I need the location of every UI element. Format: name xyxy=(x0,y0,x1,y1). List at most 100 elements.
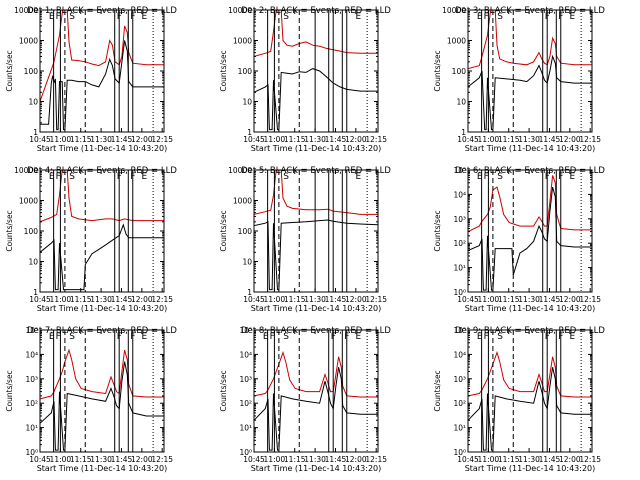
y-tick-label: 1 xyxy=(461,128,466,137)
series-events-line xyxy=(40,361,164,451)
y-tick-label: 10¹ xyxy=(453,264,466,273)
y-tick-label: 10⁴ xyxy=(453,350,466,359)
y-tick-label: 1000 xyxy=(447,37,466,46)
y-tick-label: 10 xyxy=(242,98,252,107)
segment-mark-label: E xyxy=(477,332,483,342)
x-axis-label: Start Time (11-Dec-14 10:43:20) xyxy=(465,304,596,313)
segment-mark-label: F xyxy=(484,172,489,182)
segment-mark-label: S xyxy=(283,172,289,182)
segment-mark-label: F xyxy=(558,12,563,22)
y-tick-label: 1000 xyxy=(19,197,38,206)
x-tick-label: 11:15 xyxy=(70,295,92,304)
y-axis-label: Counts/sec xyxy=(219,50,228,91)
x-tick-label: 11:00 xyxy=(50,295,72,304)
segment-mark-label: F xyxy=(117,332,122,342)
segment-mark-label: E xyxy=(570,172,576,182)
segment-mark-label: F xyxy=(545,172,550,182)
y-tick-label: 1 xyxy=(247,128,252,137)
y-tick-label: 10⁵ xyxy=(453,166,466,175)
y-axis-label: Counts/sec xyxy=(5,50,14,91)
y-axis-label: Counts/sec xyxy=(219,370,228,411)
series-lld-line xyxy=(40,348,164,400)
y-tick-label: 10¹ xyxy=(25,424,38,433)
y-tick-label: 10⁴ xyxy=(453,190,466,199)
segment-mark-label: E xyxy=(142,332,148,342)
x-tick-label: 10:45 xyxy=(457,295,479,304)
y-tick-label: 1000 xyxy=(233,37,252,46)
x-tick-label: 11:45 xyxy=(111,295,133,304)
y-tick-label: 1000 xyxy=(19,37,38,46)
x-tick-label: 12:00 xyxy=(559,455,581,464)
y-tick-label: 10² xyxy=(239,399,252,408)
x-tick-label: 11:00 xyxy=(478,455,500,464)
x-axis-label: Start Time (11-Dec-14 10:43:20) xyxy=(251,464,382,473)
y-tick-label: 1 xyxy=(33,288,38,297)
y-tick-label: 1 xyxy=(33,128,38,137)
x-tick-label: 11:45 xyxy=(539,295,561,304)
y-tick-label: 1 xyxy=(247,288,252,297)
y-axis-label: Counts/sec xyxy=(433,370,442,411)
y-tick-label: 10⁰ xyxy=(25,448,38,457)
segment-mark-label: E xyxy=(49,12,55,22)
x-tick-label: 12:15 xyxy=(365,135,387,144)
y-tick-label: 10 xyxy=(456,98,466,107)
x-tick-label: 11:00 xyxy=(264,135,286,144)
segment-mark-label: F xyxy=(484,332,489,342)
segment-mark-label: S xyxy=(497,12,503,22)
y-tick-label: 10¹ xyxy=(239,424,252,433)
x-tick-label: 11:15 xyxy=(70,135,92,144)
y-tick-label: 10² xyxy=(453,399,466,408)
y-tick-label: 10⁰ xyxy=(239,448,252,457)
y-tick-label: 10000 xyxy=(14,166,38,175)
series-lld-line xyxy=(468,350,592,398)
segment-mark-label: F xyxy=(130,172,135,182)
series-lld-line xyxy=(40,170,164,223)
y-tick-label: 10 xyxy=(28,98,38,107)
x-tick-label: 10:45 xyxy=(243,135,265,144)
x-tick-label: 12:00 xyxy=(345,295,367,304)
x-axis-label: Start Time (11-Dec-14 10:43:20) xyxy=(37,144,168,153)
x-tick-label: 10:45 xyxy=(29,295,51,304)
x-tick-label: 11:15 xyxy=(284,295,306,304)
x-tick-label: 10:45 xyxy=(29,135,51,144)
segment-mark-label: S xyxy=(69,172,75,182)
series-events-line xyxy=(254,68,378,131)
x-tick-label: 11:30 xyxy=(518,295,540,304)
x-tick-label: 11:45 xyxy=(325,135,347,144)
segment-mark-label: E xyxy=(570,12,576,22)
segment-mark-label: F xyxy=(56,172,61,182)
x-tick-label: 12:15 xyxy=(151,135,173,144)
y-tick-label: 10⁰ xyxy=(453,448,466,457)
series-events-line xyxy=(254,219,378,291)
y-axis-label: Counts/sec xyxy=(433,50,442,91)
x-tick-label: 11:45 xyxy=(111,135,133,144)
segment-mark-label: F xyxy=(130,12,135,22)
x-tick-label: 11:30 xyxy=(518,135,540,144)
x-tick-label: 11:15 xyxy=(498,295,520,304)
segment-mark-label: F xyxy=(270,332,275,342)
chart-title: Det 5: BLACK = Events, RED = LLD xyxy=(241,166,391,176)
y-axis-label: Counts/sec xyxy=(219,210,228,251)
segment-mark-label: F xyxy=(130,332,135,342)
segment-mark-label: E xyxy=(477,12,483,22)
segment-mark-label: F xyxy=(545,332,550,342)
segment-mark-label: F xyxy=(545,12,550,22)
y-tick-label: 10000 xyxy=(442,6,466,15)
x-tick-label: 11:45 xyxy=(539,135,561,144)
y-tick-label: 10 xyxy=(28,258,38,267)
x-tick-label: 11:15 xyxy=(498,135,520,144)
x-tick-label: 11:45 xyxy=(111,455,133,464)
segment-mark-label: E xyxy=(263,332,269,342)
y-tick-label: 10² xyxy=(25,399,38,408)
axes-frame xyxy=(467,169,593,293)
x-tick-label: 10:45 xyxy=(29,455,51,464)
x-tick-label: 12:15 xyxy=(151,295,173,304)
y-axis-label: Counts/sec xyxy=(5,370,14,411)
axes-frame xyxy=(253,329,379,453)
